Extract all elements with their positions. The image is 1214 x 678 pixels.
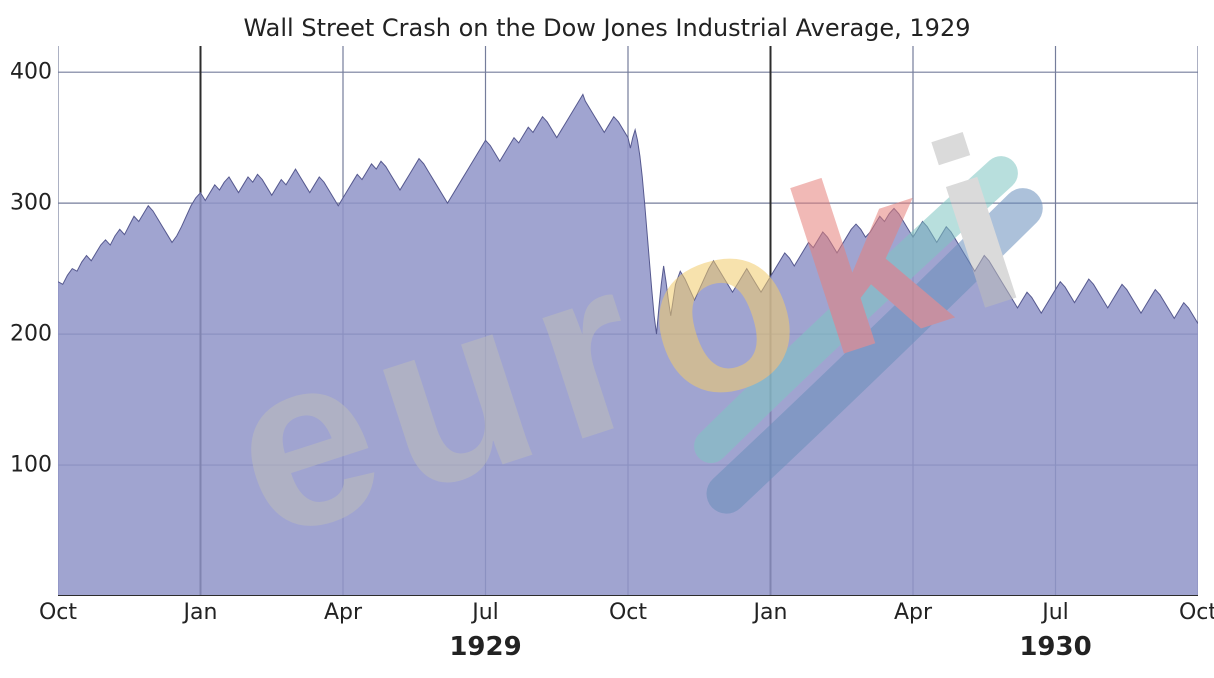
year-label: 1929 [449, 632, 521, 662]
y-tick-label: 400 [2, 60, 52, 85]
y-tick-label: 100 [2, 453, 52, 478]
x-tick-label: Jan [184, 600, 218, 625]
x-tick-label: Apr [894, 600, 932, 625]
year-label: 1930 [1019, 632, 1091, 662]
x-tick-label: Jan [754, 600, 788, 625]
y-tick-label: 200 [2, 322, 52, 347]
x-tick-label: Apr [324, 600, 362, 625]
y-tick-label: 300 [2, 191, 52, 216]
plot-area [58, 46, 1198, 596]
x-tick-label: Oct [39, 600, 77, 625]
x-tick-label: Jul [472, 600, 499, 625]
x-tick-label: Jul [1042, 600, 1069, 625]
chart-container: Wall Street Crash on the Dow Jones Indus… [0, 0, 1214, 678]
chart-title: Wall Street Crash on the Dow Jones Indus… [0, 14, 1214, 42]
x-tick-label: Oct [609, 600, 647, 625]
x-tick-label: Oct [1179, 600, 1214, 625]
series-area-fill [58, 94, 1198, 596]
